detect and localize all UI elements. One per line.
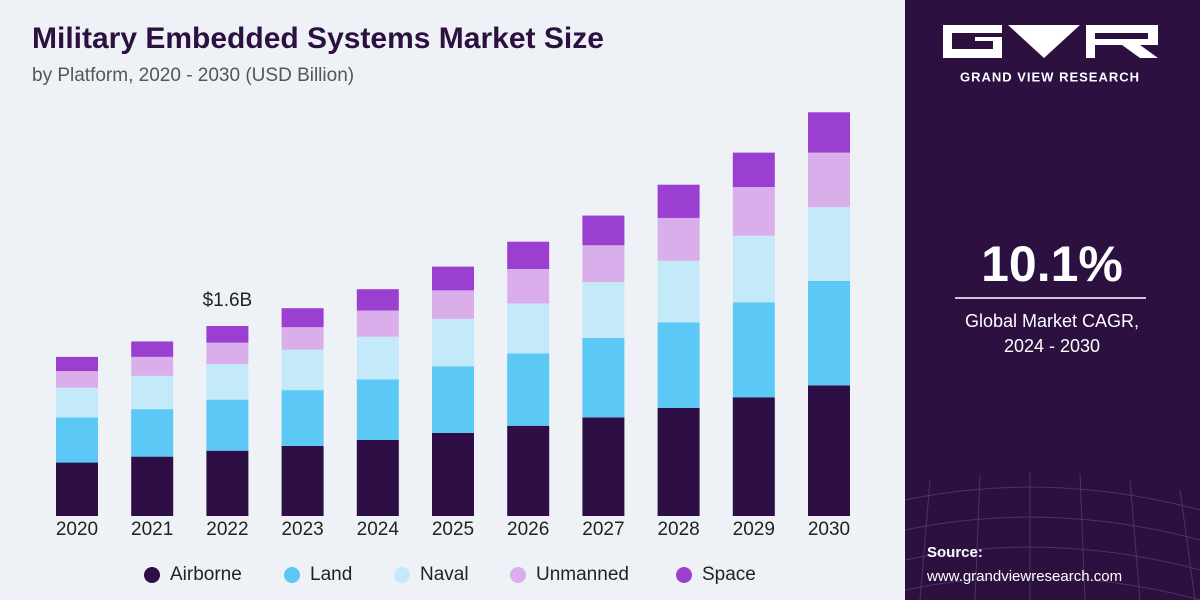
- bar-segment: [657, 184, 700, 218]
- bar-segment: [356, 440, 399, 516]
- bar-segment: [582, 337, 625, 418]
- bar-segment: [432, 318, 474, 367]
- bar-segment: [657, 322, 700, 408]
- x-tick-label: 2027: [582, 519, 624, 540]
- bar-segment: [131, 356, 174, 376]
- legend-label: Airborne: [170, 564, 242, 585]
- bar-segment: [356, 310, 399, 337]
- bar-segment: [56, 417, 98, 463]
- chart-subtitle: by Platform, 2020 - 2030 (USD Billion): [32, 65, 354, 86]
- bar-segment: [507, 241, 550, 269]
- bar-segment: [206, 326, 249, 343]
- bar-segment: [206, 364, 249, 400]
- legend-marker: [144, 567, 160, 583]
- bar-segment: [657, 260, 700, 323]
- brand: GRAND VIEW RESEARCH: [960, 69, 1140, 84]
- bar-segment: [432, 432, 474, 516]
- x-tick-label: 2025: [432, 519, 474, 540]
- bar-segment: [356, 289, 399, 311]
- bar-segment: [131, 341, 174, 357]
- bar-segment: [808, 112, 850, 153]
- bar-segment: [206, 450, 249, 516]
- legend-label: Space: [702, 564, 756, 585]
- legend-marker: [510, 567, 526, 583]
- bar-segment: [281, 445, 324, 516]
- cagr-label: Global Market CAGR,: [965, 311, 1139, 331]
- annotation: $1.6B: [203, 290, 253, 311]
- x-tick-label: 2021: [131, 519, 173, 540]
- sidebar-background: [905, 0, 1200, 600]
- bar-segment: [356, 379, 399, 440]
- bar-segment: [582, 215, 625, 246]
- bar-segment: [432, 266, 474, 291]
- bar-segment: [206, 399, 249, 451]
- bar-segment: [131, 375, 174, 410]
- bar-segment: [732, 152, 775, 188]
- bar-segment: [281, 349, 324, 391]
- bar-segment: [808, 152, 850, 208]
- bar-segment: [582, 282, 625, 338]
- bar-segment: [657, 217, 700, 261]
- x-tick-label: 2020: [56, 519, 98, 540]
- bar-segment: [507, 425, 550, 516]
- source-title: Source:: [927, 544, 983, 561]
- bar-segment: [507, 353, 550, 426]
- legend-marker: [394, 567, 410, 583]
- bar-segment: [732, 302, 775, 398]
- x-tick-label: 2026: [507, 519, 549, 540]
- bar-segment: [808, 280, 850, 386]
- x-tick-label: 2023: [281, 519, 323, 540]
- bar-segment: [732, 187, 775, 236]
- bar-segment: [732, 235, 775, 303]
- x-tick-label: 2030: [808, 519, 850, 540]
- bar-segment: [56, 462, 98, 516]
- sidebar-pattern: [904, 472, 1200, 600]
- logo: [943, 25, 1158, 58]
- bar-segment: [131, 409, 174, 457]
- x-tick-label: 2029: [733, 519, 775, 540]
- bar-segment: [582, 417, 625, 516]
- bar-segment: [808, 385, 850, 516]
- bar-segment: [732, 397, 775, 516]
- x-tick-label: 2024: [357, 519, 400, 540]
- bar-segment: [808, 207, 850, 281]
- bar-segment: [507, 303, 550, 354]
- chart-title: Military Embedded Systems Market Size: [32, 22, 604, 55]
- legend-marker: [284, 567, 300, 583]
- bar-segment: [432, 366, 474, 433]
- x-tick-label: 2022: [206, 519, 248, 540]
- bar-segment: [582, 245, 625, 283]
- source-url: www.grandviewresearch.com: [926, 568, 1122, 585]
- bar-segment: [432, 290, 474, 319]
- bar-segment: [131, 456, 174, 516]
- legend-marker: [676, 567, 692, 583]
- legend-label: Unmanned: [536, 564, 629, 585]
- bar-segment: [507, 269, 550, 304]
- bar-segment: [356, 336, 399, 380]
- legend-label: Land: [310, 564, 352, 585]
- bar-segment: [56, 387, 98, 418]
- bar-segment: [206, 342, 249, 364]
- bar-segment: [56, 356, 98, 372]
- bar-segment: [281, 327, 324, 350]
- cagr-value: 10.1%: [981, 236, 1123, 292]
- x-tick-label: 2028: [657, 519, 699, 540]
- bar-segment: [56, 371, 98, 388]
- legend-label: Naval: [420, 564, 469, 585]
- bar-segment: [657, 407, 700, 516]
- bar-segment: [281, 308, 324, 328]
- cagr-label: 2024 - 2030: [1004, 336, 1100, 356]
- bar-segment: [281, 390, 324, 446]
